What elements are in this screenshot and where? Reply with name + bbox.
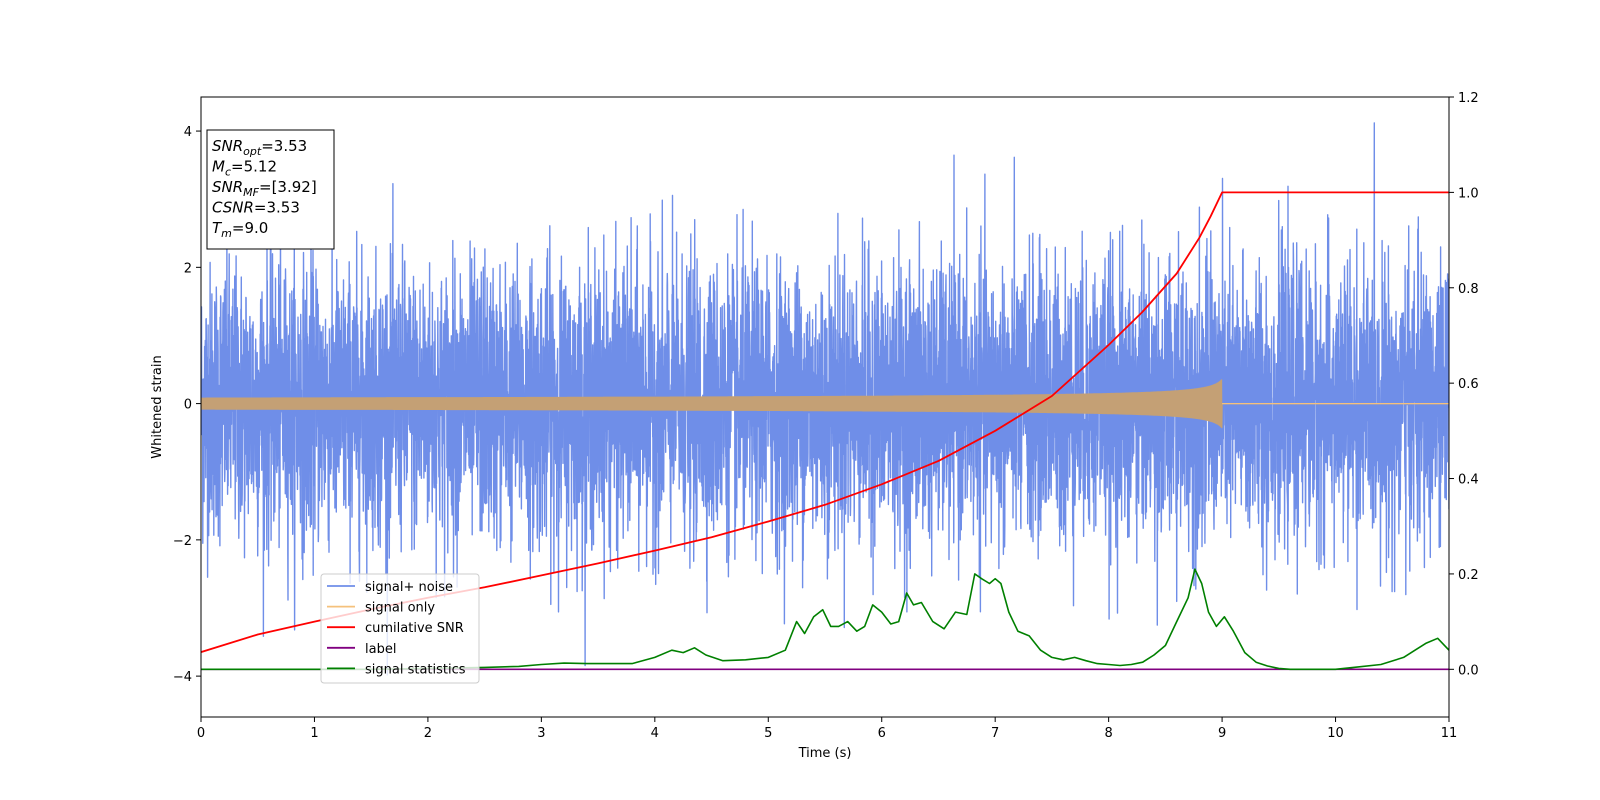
- x-tick-label: 10: [1327, 726, 1344, 741]
- x-tick-label: 9: [1218, 726, 1226, 741]
- info-var: SNR: [212, 178, 243, 196]
- y-axis-ticks: −4 −2 0 2 4: [173, 125, 201, 685]
- x-tick-label: 0: [197, 726, 205, 741]
- x-tick-label: 5: [764, 726, 772, 741]
- y-tick-label: −4: [173, 670, 192, 685]
- info-var: SNR: [212, 137, 243, 155]
- info-sub: opt: [243, 145, 262, 158]
- x-tick-label: 3: [537, 726, 545, 741]
- x-tick-label: 4: [651, 726, 659, 741]
- info-sub: m: [221, 227, 232, 240]
- y2-tick-label: 0.6: [1458, 377, 1479, 392]
- info-box: SNRopt=3.53Mc=5.12SNRMF=[3.92]CSNR=3.53T…: [206, 129, 335, 250]
- y2-tick-label: 1.2: [1458, 91, 1479, 106]
- info-sub: c: [225, 166, 231, 179]
- x-axis-ticks: 0 1 2 3 4 5 6 7 8 9 10 11: [197, 717, 1457, 741]
- x-tick-label: 6: [878, 726, 886, 741]
- info-value: =3.53: [261, 137, 307, 155]
- y-tick-label: 4: [184, 125, 192, 140]
- y2-axis-ticks: 0.0 0.2 0.4 0.6 0.8 1.0 1.2: [1449, 91, 1479, 678]
- info-value: =5.12: [231, 158, 277, 176]
- x-tick-label: 2: [424, 726, 432, 741]
- info-box-line: Tm=9.0: [212, 219, 268, 240]
- info-box-line: SNRMF=[3.92]: [212, 178, 317, 199]
- legend: signal+ noise signal only cumilative SNR la…: [320, 573, 480, 684]
- y-tick-label: 0: [184, 398, 192, 413]
- y2-tick-label: 0.2: [1458, 568, 1479, 583]
- info-var: T: [212, 219, 223, 237]
- info-var: CSNR: [212, 199, 254, 217]
- series-signal-noise: [201, 122, 1449, 676]
- y-tick-label: −2: [173, 534, 192, 549]
- x-tick-label: 8: [1104, 726, 1112, 741]
- legend-label: label: [365, 642, 396, 657]
- legend-label: signal+ noise: [365, 580, 453, 595]
- x-tick-label: 1: [310, 726, 318, 741]
- info-box-line: SNRopt=3.53: [212, 137, 307, 158]
- y-tick-label: 2: [184, 261, 192, 276]
- y-axis-label: Whitened strain: [150, 355, 165, 458]
- info-box-frame: [206, 129, 335, 250]
- y2-tick-label: 1.0: [1458, 186, 1479, 201]
- info-box-line: Mc=5.12: [212, 158, 277, 179]
- info-sub: MF: [243, 186, 259, 199]
- legend-label: signal only: [365, 601, 435, 616]
- x-axis-label: Time (s): [798, 746, 852, 761]
- info-box-line: CSNR=3.53: [212, 199, 300, 217]
- y2-tick-label: 0.0: [1458, 663, 1479, 678]
- legend-label: signal statistics: [365, 662, 466, 677]
- plot-frame: [200, 96, 1450, 718]
- info-value: =[3.92]: [259, 178, 317, 196]
- legend-label: cumilative SNR: [365, 621, 464, 636]
- info-value: =3.53: [254, 199, 300, 217]
- x-tick-label: 11: [1441, 726, 1458, 741]
- y2-tick-label: 0.8: [1458, 282, 1479, 297]
- series-signal-statistics: [201, 568, 1449, 671]
- y2-tick-label: 0.4: [1458, 473, 1479, 488]
- legend-frame: [320, 573, 480, 684]
- info-value: =9.0: [232, 219, 268, 237]
- info-var: M: [212, 158, 225, 176]
- x-tick-label: 7: [991, 726, 999, 741]
